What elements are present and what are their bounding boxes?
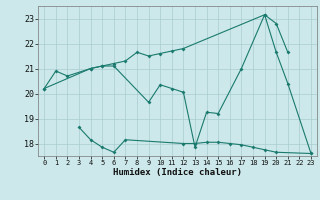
X-axis label: Humidex (Indice chaleur): Humidex (Indice chaleur) bbox=[113, 168, 242, 177]
